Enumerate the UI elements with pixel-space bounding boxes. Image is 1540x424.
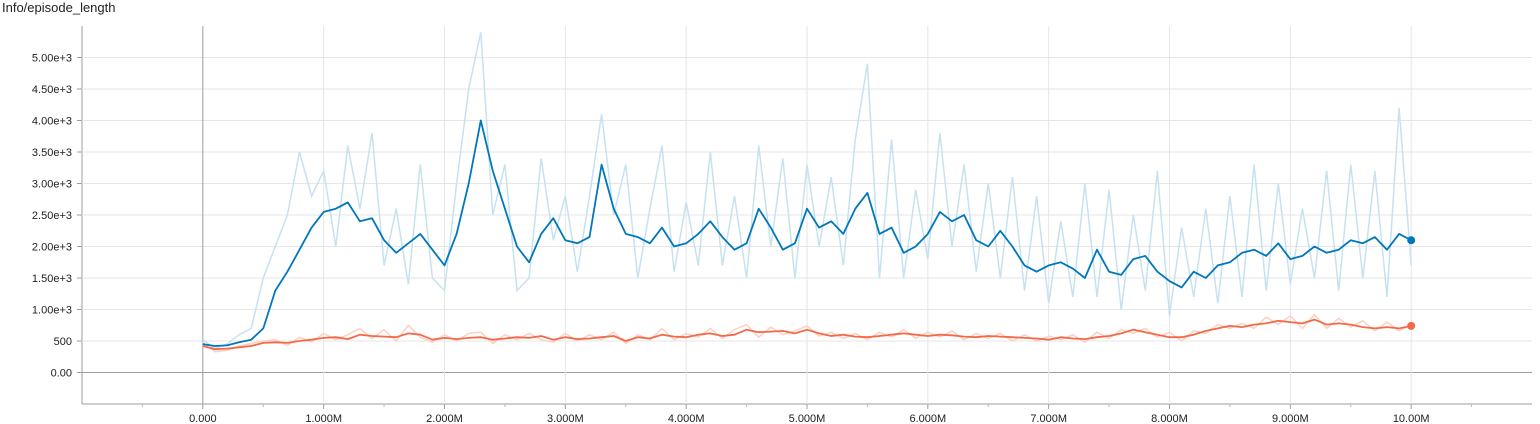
x-tick-label: 0.000 <box>189 413 217 424</box>
x-tick-label: 4.000M <box>668 413 705 424</box>
y-tick-label: 1.50e+3 <box>32 273 72 285</box>
x-tick-label: 1.000M <box>305 413 342 424</box>
x-tick-label: 5.000M <box>789 413 826 424</box>
x-tick-label: 7.000M <box>1030 413 1067 424</box>
series-0-raw-line <box>202 32 1412 350</box>
x-tick-label: 2.000M <box>426 413 463 424</box>
series-1-smoothed-line <box>202 318 1412 351</box>
series-0-end-marker <box>1407 236 1416 245</box>
x-tick-label: 10.00M <box>1393 413 1430 424</box>
series-0-smoothed-line <box>202 119 1412 347</box>
y-tick-label: 1.00e+3 <box>32 305 72 317</box>
x-tick-label: 9.000M <box>1272 413 1309 424</box>
x-tick-label: 6.000M <box>909 413 946 424</box>
chart-title: Info/episode_length <box>2 0 116 15</box>
y-tick-label: 4.00e+3 <box>32 116 72 128</box>
y-tick-label: 2.50e+3 <box>32 210 72 222</box>
y-tick-label: 0.00 <box>51 368 72 380</box>
y-tick-label: 2.00e+3 <box>32 242 72 254</box>
x-tick-label: 3.000M <box>547 413 584 424</box>
y-tick-label: 5.00e+3 <box>32 53 72 65</box>
y-tick-label: 500 <box>54 336 72 348</box>
y-tick-label: 3.50e+3 <box>32 147 72 159</box>
y-tick-label: 3.00e+3 <box>32 179 72 191</box>
x-tick-label: 8.000M <box>1151 413 1188 424</box>
y-tick-label: 4.50e+3 <box>32 84 72 96</box>
series-1-end-marker <box>1407 321 1416 330</box>
